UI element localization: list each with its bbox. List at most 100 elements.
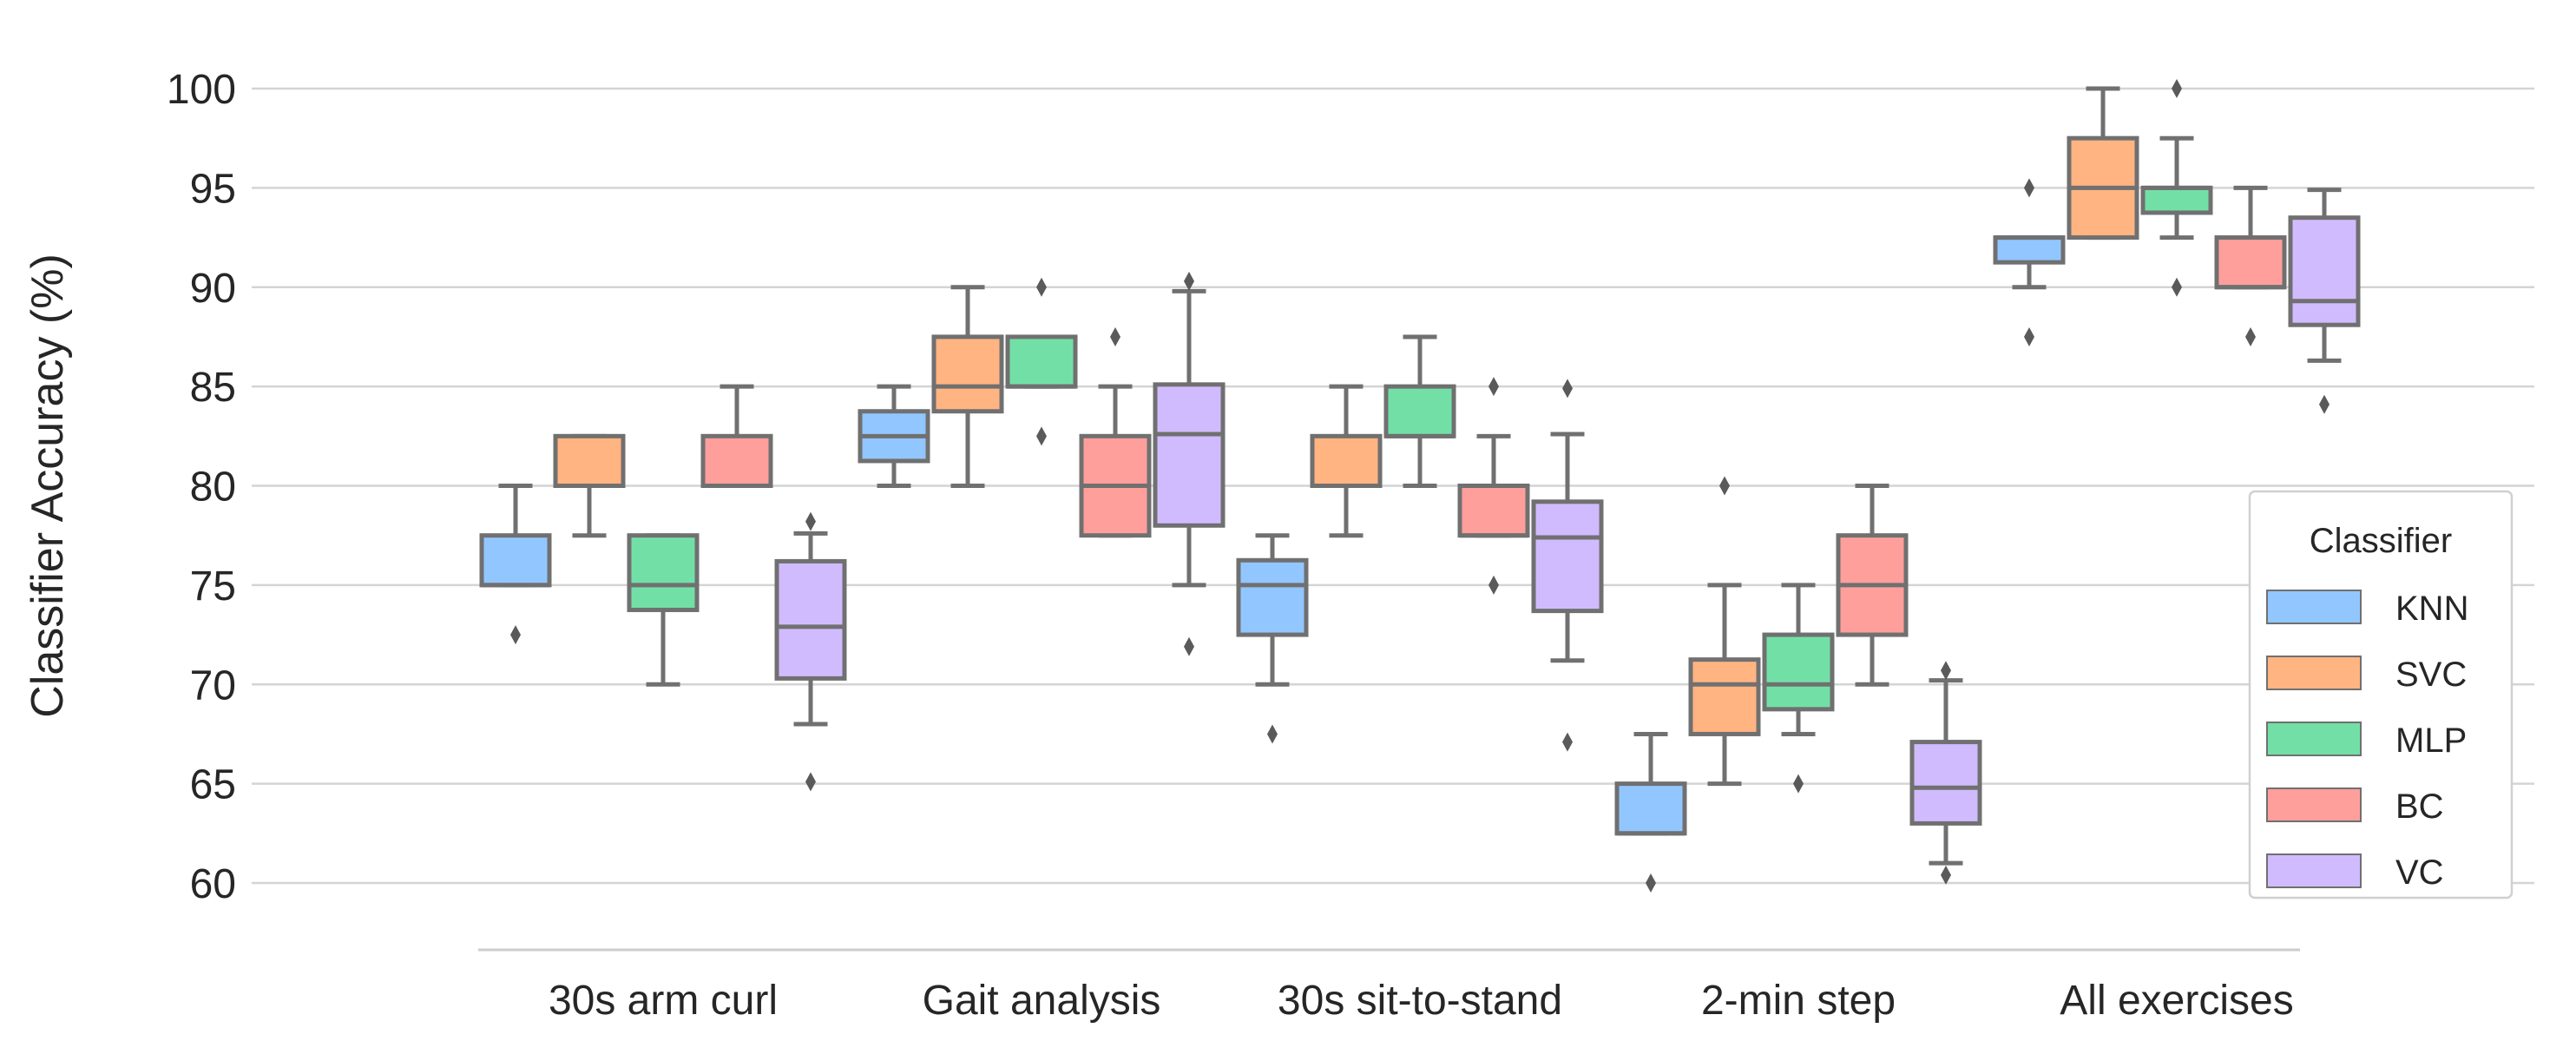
legend-swatch bbox=[2266, 722, 2362, 756]
box-iqr bbox=[627, 533, 700, 612]
box-bc-4 bbox=[2214, 185, 2287, 346]
legend-swatch bbox=[2266, 656, 2362, 690]
box-iqr bbox=[1457, 484, 1530, 538]
box-iqr bbox=[553, 433, 626, 488]
box-iqr bbox=[1993, 235, 2066, 265]
y-tick-label: 70 bbox=[190, 662, 236, 708]
box-mlp-2 bbox=[1383, 334, 1456, 488]
outlier-point bbox=[1036, 426, 1047, 446]
outlier-point bbox=[2319, 394, 2330, 414]
legend-entry-mlp: MLP bbox=[2266, 722, 2467, 760]
outlier-point bbox=[1488, 575, 1499, 595]
y-tick-label: 60 bbox=[190, 861, 236, 907]
box-knn-1 bbox=[858, 384, 930, 488]
legend-entry-bc: BC bbox=[2266, 788, 2444, 826]
legend-entry-svc: SVC bbox=[2266, 656, 2467, 694]
box-vc-1 bbox=[1153, 271, 1226, 656]
outlier-point bbox=[1941, 661, 1951, 681]
box-vc-0 bbox=[774, 511, 847, 792]
outlier-point bbox=[1719, 476, 1730, 496]
box-iqr bbox=[1236, 557, 1309, 637]
outlier-point bbox=[805, 511, 816, 531]
box-knn-0 bbox=[479, 484, 552, 645]
legend-swatch bbox=[2266, 590, 2362, 624]
y-tick-label: 75 bbox=[190, 563, 236, 610]
outlier-point bbox=[1184, 271, 1194, 291]
box-vc-3 bbox=[1909, 661, 1982, 885]
outlier-point bbox=[805, 772, 816, 792]
y-tick-label: 95 bbox=[190, 166, 236, 212]
box-layer bbox=[479, 79, 2361, 893]
legend-label: KNN bbox=[2395, 590, 2468, 628]
box-bc-3 bbox=[1836, 484, 1909, 687]
box-knn-2 bbox=[1236, 533, 1309, 744]
legend-entry-knn: KNN bbox=[2266, 590, 2468, 628]
outlier-point bbox=[1267, 724, 1278, 744]
outlier-point bbox=[2024, 178, 2034, 198]
y-tick-label: 80 bbox=[190, 465, 236, 511]
box-vc-4 bbox=[2288, 188, 2361, 414]
box-knn-3 bbox=[1614, 731, 1687, 893]
box-svc-3 bbox=[1688, 476, 1761, 787]
box-iqr bbox=[1909, 740, 1982, 826]
y-tick-labels: 60 65 70 75 80 85 90 95 100 bbox=[167, 67, 236, 907]
legend-title: Classifier bbox=[2310, 522, 2452, 560]
outlier-point bbox=[1793, 774, 1804, 794]
outlier-point bbox=[1110, 326, 1120, 346]
box-iqr bbox=[2140, 185, 2213, 215]
outlier-point bbox=[1562, 379, 1573, 399]
outlier-point bbox=[1184, 636, 1194, 656]
box-iqr bbox=[1005, 334, 1078, 389]
x-tick-label: Gait analysis bbox=[923, 978, 1161, 1024]
outlier-point bbox=[1488, 377, 1499, 397]
box-iqr bbox=[1153, 382, 1226, 528]
legend-swatch bbox=[2266, 788, 2362, 822]
legend-label: BC bbox=[2395, 788, 2444, 826]
box-svc-4 bbox=[2067, 86, 2139, 241]
y-axis-title: Classifier Accuracy (%) bbox=[23, 254, 73, 718]
outlier-point bbox=[1562, 732, 1573, 752]
legend: Classifier KNN SVC MLP BC VC bbox=[2248, 490, 2514, 900]
x-tick-label: All exercises bbox=[2060, 978, 2293, 1024]
y-tick-label: 85 bbox=[190, 365, 236, 411]
box-mlp-0 bbox=[627, 533, 700, 687]
x-tick-label: 30s arm curl bbox=[549, 978, 778, 1024]
box-iqr bbox=[1531, 499, 1604, 614]
outlier-point bbox=[2172, 277, 2182, 297]
box-iqr bbox=[1762, 632, 1835, 712]
box-knn-4 bbox=[1993, 178, 2066, 346]
box-mlp-3 bbox=[1762, 583, 1835, 794]
box-bc-0 bbox=[700, 384, 773, 488]
box-mlp-1 bbox=[1005, 277, 1078, 446]
outlier-point bbox=[2172, 79, 2182, 98]
box-svc-2 bbox=[1310, 384, 1383, 538]
legend-entry-vc: VC bbox=[2266, 853, 2444, 892]
box-svc-0 bbox=[553, 433, 626, 538]
box-svc-1 bbox=[931, 285, 1004, 488]
outlier-point bbox=[1941, 865, 1951, 885]
box-iqr bbox=[2214, 235, 2287, 290]
outlier-point bbox=[1036, 277, 1047, 297]
y-tick-label: 65 bbox=[190, 762, 236, 808]
box-iqr bbox=[700, 433, 773, 488]
x-tick-labels: 30s arm curl Gait analysis 30s sit-to-stan… bbox=[549, 978, 2294, 1024]
legend-label: VC bbox=[2395, 853, 2444, 892]
box-iqr bbox=[1383, 384, 1456, 438]
box-vc-2 bbox=[1531, 379, 1604, 752]
box-iqr bbox=[2288, 215, 2361, 327]
box-bc-2 bbox=[1457, 377, 1530, 595]
outlier-point bbox=[2024, 326, 2034, 346]
y-tick-label: 100 bbox=[167, 67, 236, 113]
box-iqr bbox=[931, 334, 1004, 414]
legend-label: SVC bbox=[2395, 656, 2467, 694]
outlier-point bbox=[1646, 873, 1656, 893]
box-iqr bbox=[774, 558, 847, 681]
box-iqr bbox=[1614, 781, 1687, 836]
box-iqr bbox=[479, 533, 552, 588]
box-mlp-4 bbox=[2140, 79, 2213, 297]
box-bc-1 bbox=[1079, 326, 1152, 538]
box-iqr bbox=[1688, 657, 1761, 736]
outlier-point bbox=[2245, 326, 2256, 346]
